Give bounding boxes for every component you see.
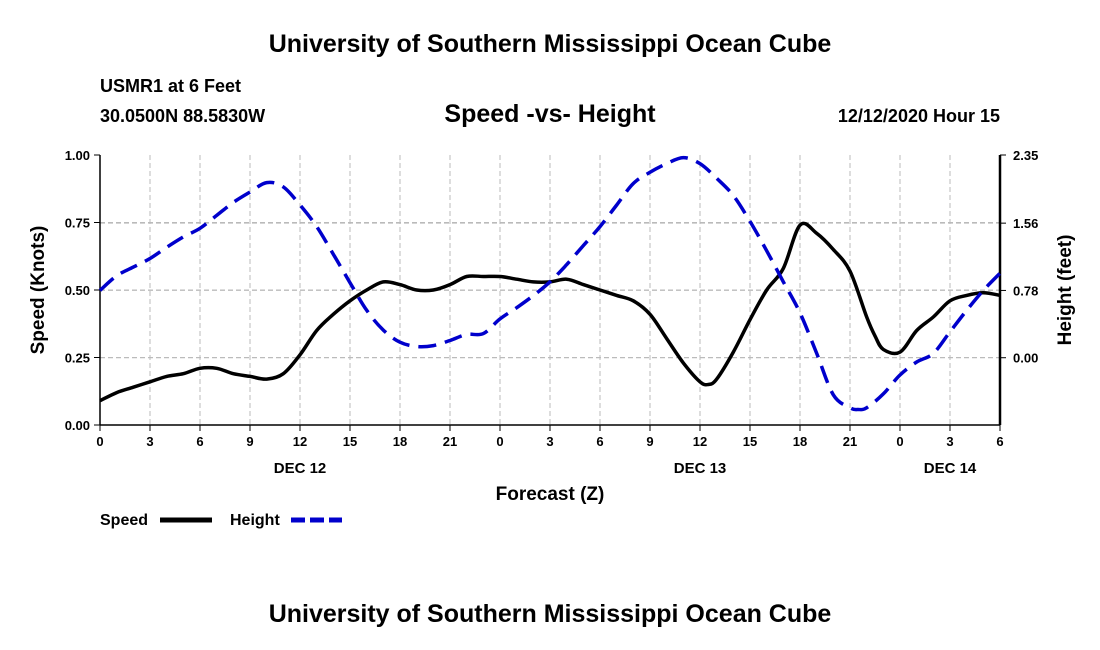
x-tick-label: 0 [96, 434, 103, 449]
series-line-speed [99, 221, 1001, 403]
x-tick-label: 3 [146, 434, 153, 449]
chart-subtitle: Speed -vs- Height [444, 100, 656, 128]
y-tick-label: 0.25 [65, 351, 90, 366]
x-tick-label: 21 [443, 434, 457, 449]
x-tick-label: 18 [393, 434, 407, 449]
x-tick-label: 15 [343, 434, 357, 449]
y-tick-label: 0.75 [65, 216, 90, 231]
y2-axis-label: Height (feet) [1055, 235, 1076, 346]
y2-tick-label: 0.00 [1013, 351, 1038, 366]
footer-title: University of Southern Mississippi Ocean… [268, 600, 832, 628]
y2-tick-label: 2.35 [1013, 148, 1038, 163]
date-label: DEC 14 [924, 460, 977, 477]
date-label: DEC 12 [274, 460, 327, 477]
x-tick-label: 21 [843, 434, 857, 449]
x-axis-label: Forecast (Z) [496, 484, 605, 505]
x-tick-label: 12 [693, 434, 707, 449]
y2-tick-label: 1.56 [1013, 216, 1038, 231]
x-tick-label: 9 [646, 434, 653, 449]
legend: Speed Height [100, 512, 342, 529]
y-tick-label: 0.00 [65, 418, 90, 433]
x-tick-label: 6 [196, 434, 203, 449]
y2-tick-label: 0.78 [1013, 283, 1038, 298]
coordinates-label: 30.0500N 88.5830W [100, 106, 266, 126]
series-line-height [98, 155, 1002, 412]
x-tick-label: 3 [946, 434, 953, 449]
axes-layer: 0 3 6 9 12 15 18 21 0 3 6 9 12 15 18 21 0 3 6 0.00 0.25 0.50 0… [65, 148, 1039, 477]
x-tick-label: 3 [546, 434, 553, 449]
x-tick-label: 9 [246, 434, 253, 449]
label-layer: Forecast (Z) Speed (Knots) Height (feet) [28, 226, 1076, 505]
y-tick-label: 0.50 [65, 283, 90, 298]
x-tick-label: 18 [793, 434, 807, 449]
x-tick-label: 0 [896, 434, 903, 449]
date-label: DEC 13 [674, 460, 727, 477]
grid-layer [100, 155, 1000, 425]
chart-title: University of Southern Mississippi Ocean… [268, 30, 832, 58]
station-label: USMR1 at 6 Feet [100, 76, 242, 96]
legend-speed-label: Speed [100, 512, 148, 529]
series-layer [98, 155, 1002, 412]
y-tick-label: 1.00 [65, 148, 90, 163]
x-tick-label: 6 [596, 434, 603, 449]
x-tick-label: 12 [293, 434, 307, 449]
legend-height-label: Height [230, 512, 280, 529]
x-tick-label: 6 [996, 434, 1003, 449]
x-tick-label: 0 [496, 434, 503, 449]
x-tick-label: 15 [743, 434, 757, 449]
timestamp-label: 12/12/2020 Hour 15 [837, 106, 1000, 126]
y-axis-label: Speed (Knots) [28, 226, 49, 355]
